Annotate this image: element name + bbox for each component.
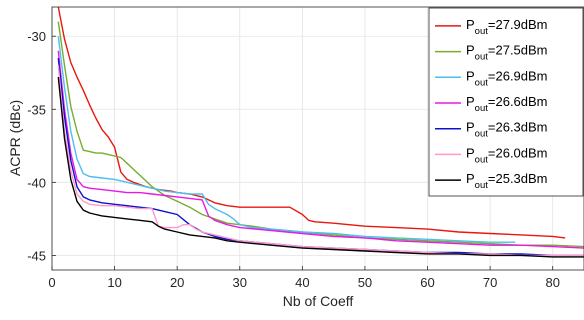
x-tick-label: 10 <box>107 275 121 290</box>
legend-entry-main: P <box>466 120 475 135</box>
legend-entry-value: =27.5dBm <box>488 43 548 58</box>
y-tick-label: -40 <box>27 175 46 190</box>
legend-entry-value: =25.3dBm <box>488 171 548 186</box>
legend-entry-subscript: out <box>475 154 489 165</box>
legend-entry-subscript: out <box>475 129 489 140</box>
legend-entry-5: Pout=26.3dBm <box>466 120 548 140</box>
x-tick-label: 80 <box>545 275 559 290</box>
legend-entry-3: Pout=26.9dBm <box>466 68 548 88</box>
legend-entry-value: =26.6dBm <box>488 94 548 109</box>
legend-box <box>428 7 584 197</box>
legend-entry-value: =27.9dBm <box>488 17 548 32</box>
series-line-6 <box>57 65 584 257</box>
legend-entry-subscript: out <box>475 77 489 88</box>
plot-border <box>51 6 584 271</box>
legend-entry-subscript: out <box>475 180 489 191</box>
legend: Pout=27.9dBmPout=27.5dBmPout=26.9dBmPout… <box>428 7 584 197</box>
y-axis-ticks: -45 -40 -35 -30 <box>27 29 56 263</box>
legend-entry-2: Pout=27.5dBm <box>466 43 548 63</box>
x-tick-label: 60 <box>420 275 434 290</box>
legend-entry-value: =26.3dBm <box>488 120 548 135</box>
legend-entry-main: P <box>466 43 475 58</box>
legend-entry-main: P <box>466 145 475 160</box>
x-tick-label: 0 <box>48 275 55 290</box>
x-tick-label: 70 <box>483 275 497 290</box>
legend-entry-main: P <box>466 171 475 186</box>
series-line-7 <box>57 77 584 258</box>
legend-entry-subscript: out <box>475 26 489 37</box>
x-axis-ticks: 0 10 20 30 40 50 60 70 80 <box>48 266 560 290</box>
x-tick-label: 30 <box>233 275 247 290</box>
x-axis-label: Nb of Coeff <box>283 293 354 309</box>
series-line-2 <box>57 21 584 248</box>
series-line-1 <box>57 7 566 239</box>
y-tick-label: -30 <box>27 29 46 44</box>
legend-entry-main: P <box>466 94 475 109</box>
legend-entry-subscript: out <box>475 103 489 114</box>
legend-entry-value: =26.0dBm <box>488 145 548 160</box>
legend-entry-main: P <box>466 17 475 32</box>
y-axis-label: ACPR (dBc) <box>7 100 23 176</box>
legend-entry-subscript: out <box>475 52 489 63</box>
legend-entry-main: P <box>466 68 475 83</box>
legend-entry-4: Pout=26.6dBm <box>466 94 548 114</box>
legend-entry-6: Pout=26.0dBm <box>466 145 548 165</box>
legend-entry-1: Pout=27.9dBm <box>466 17 548 37</box>
series-line-4 <box>57 50 584 249</box>
x-tick-label: 40 <box>295 275 309 290</box>
series-line-3 <box>57 36 516 243</box>
x-tick-label: 50 <box>358 275 372 290</box>
y-tick-label: -45 <box>27 248 46 263</box>
y-tick-label: -35 <box>27 102 46 117</box>
series-lines <box>57 7 584 258</box>
legend-entry-7: Pout=25.3dBm <box>466 171 548 191</box>
legend-entry-value: =26.9dBm <box>488 68 548 83</box>
x-tick-label: 20 <box>170 275 184 290</box>
